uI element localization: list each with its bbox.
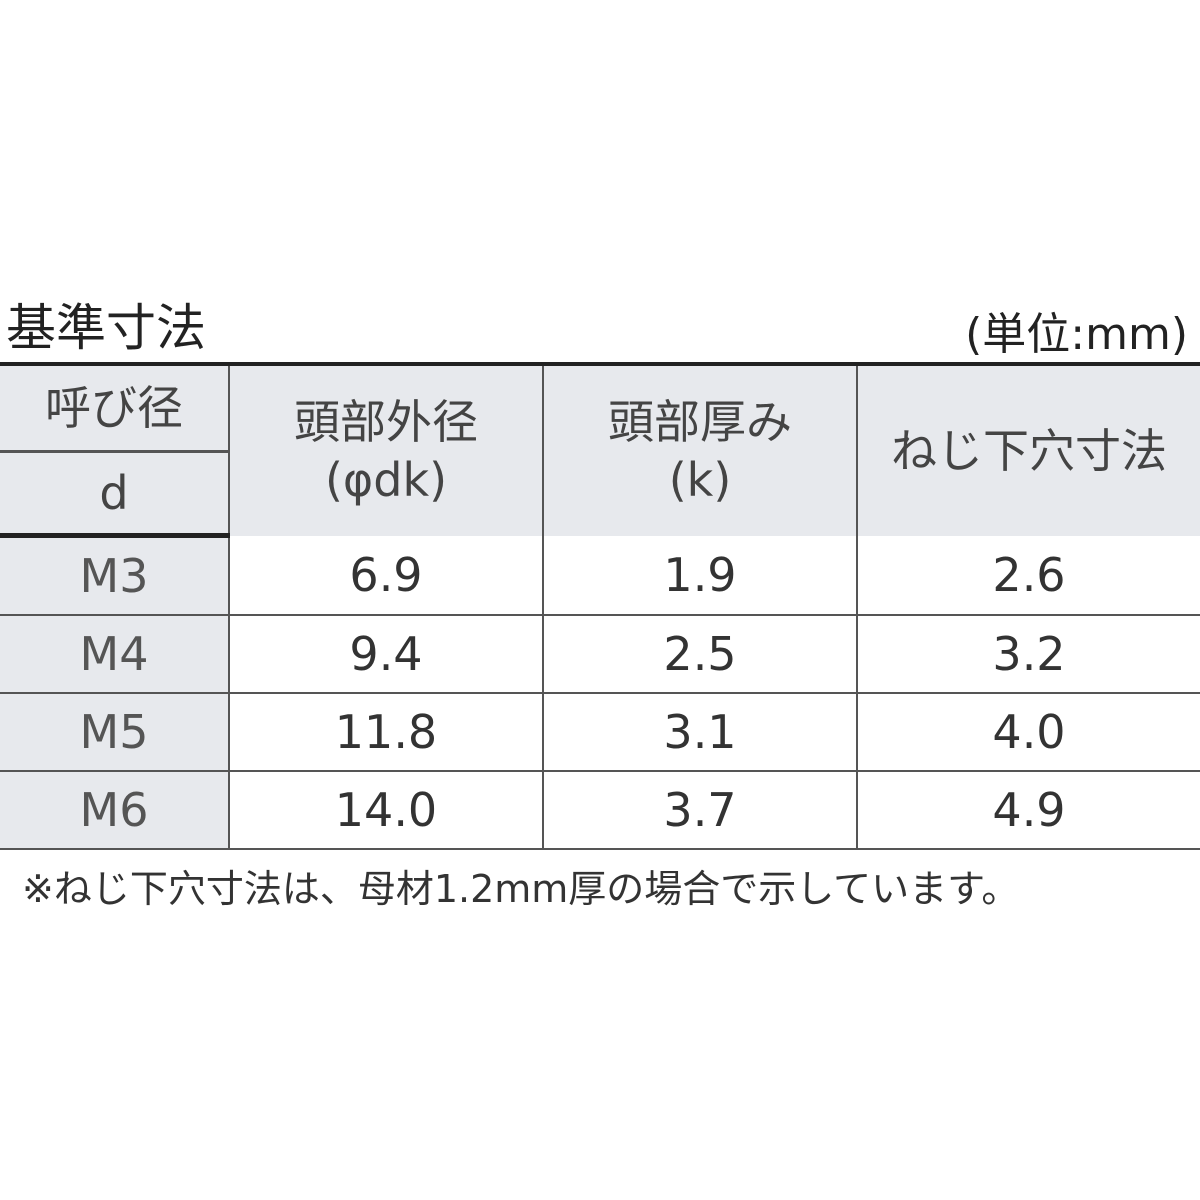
cell-pilot-hole: 2.6: [856, 535, 1200, 616]
cell-head-thickness: 3.7: [542, 771, 858, 850]
cell-head-diameter: 14.0: [228, 771, 544, 850]
cell-pilot-hole: 4.9: [856, 771, 1200, 850]
header-nominal: 呼び径: [0, 362, 230, 453]
table-row: M6 14.0 3.7 4.9: [0, 771, 1200, 850]
cell-pilot-hole: 4.0: [856, 693, 1200, 772]
cell-nominal: M3: [0, 535, 230, 616]
cell-nominal: M6: [0, 771, 230, 850]
cell-nominal: M5: [0, 693, 230, 772]
cell-head-diameter: 6.9: [228, 535, 544, 616]
table-row: M5 11.8 3.1 4.0: [0, 693, 1200, 772]
table-row: M4 9.4 2.5 3.2: [0, 615, 1200, 694]
header-head-thickness-symbol: (k): [668, 452, 732, 507]
table-title: 基準寸法: [6, 299, 206, 357]
header-nominal-symbol: d: [0, 451, 229, 538]
header-head-diameter: 頭部外径 (φdk): [228, 362, 544, 536]
unit-label: (単位:mm): [965, 309, 1188, 360]
header-head-thickness-label: 頭部厚み: [608, 394, 792, 449]
cell-head-diameter: 9.4: [228, 615, 544, 694]
cell-head-thickness: 3.1: [542, 693, 858, 772]
header-head-diameter-symbol: (φdk): [324, 452, 448, 507]
cell-head-diameter: 11.8: [228, 693, 544, 772]
cell-pilot-hole: 3.2: [856, 615, 1200, 694]
header-head-thickness: 頭部厚み (k): [542, 362, 858, 536]
header-pilot-hole: ねじ下穴寸法: [856, 362, 1200, 536]
cell-nominal: M4: [0, 615, 230, 694]
cell-head-thickness: 1.9: [542, 535, 858, 616]
dimensions-table: 呼び径 頭部外径 (φdk) 頭部厚み (k) ねじ下穴寸法 d M3 6.9 1.…: [0, 362, 1200, 850]
header-head-diameter-label: 頭部外径: [294, 394, 478, 449]
table-row: M3 6.9 1.9 2.6: [0, 535, 1200, 616]
footnote: ※ねじ下穴寸法は、母材1.2mm厚の場合で示しています。: [22, 867, 1020, 911]
cell-head-thickness: 2.5: [542, 615, 858, 694]
